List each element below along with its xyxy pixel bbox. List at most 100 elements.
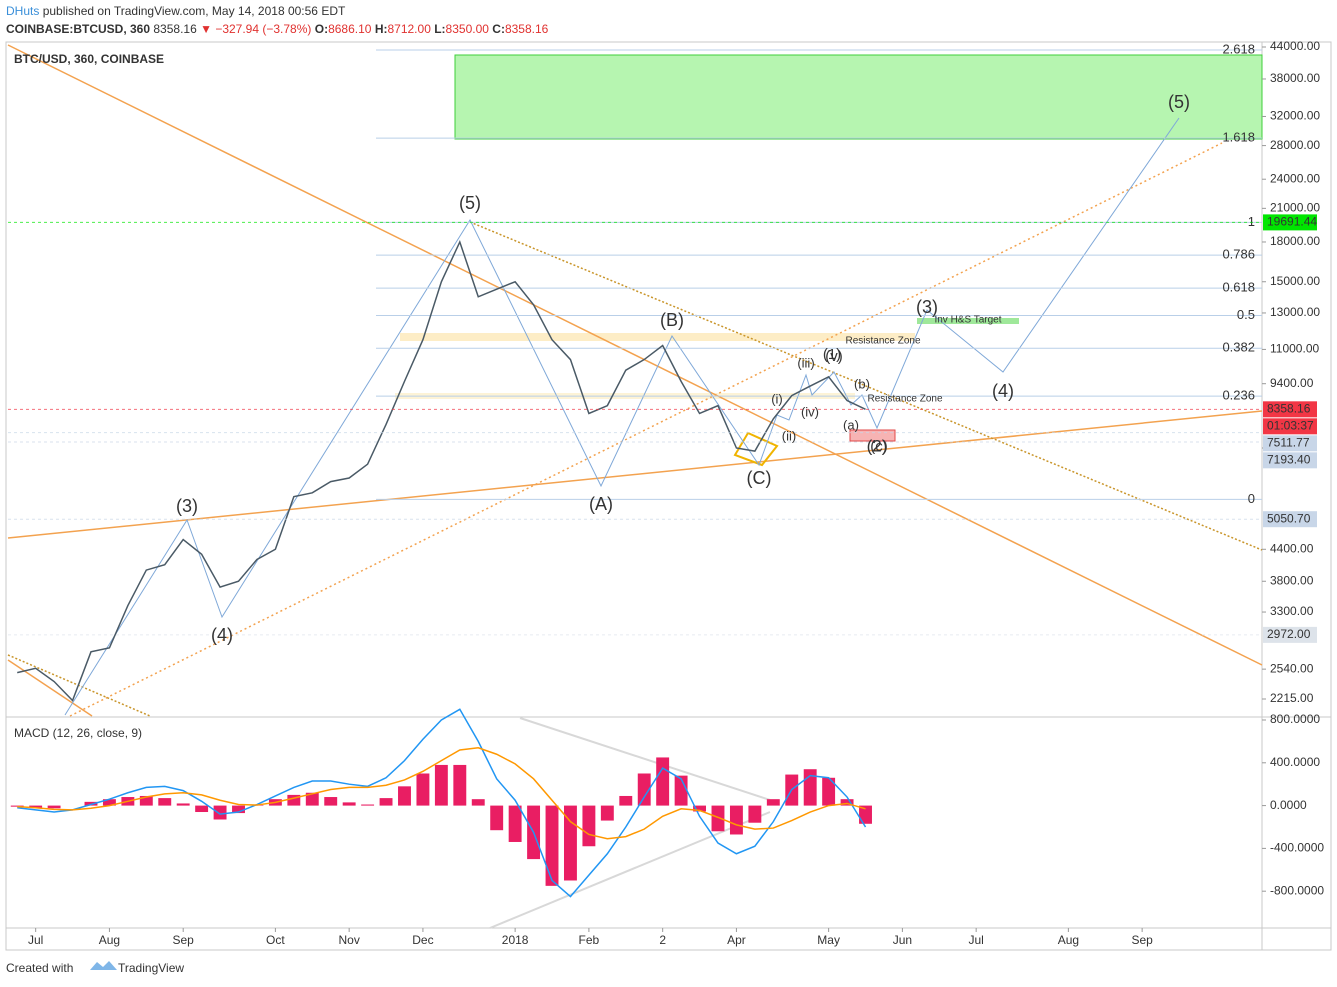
y-tick-label: 11000.00	[1270, 342, 1319, 356]
author[interactable]: DHuts	[6, 4, 39, 18]
bar	[637, 773, 651, 806]
resistance-band	[400, 333, 915, 341]
target-zone	[454, 54, 1263, 140]
price-tag	[1263, 626, 1317, 643]
macd-triangle	[489, 811, 771, 929]
bar	[859, 805, 872, 824]
low-label: L:	[434, 22, 445, 36]
price-tag-label: 2972.00	[1267, 627, 1311, 641]
wave-label: (4)	[992, 381, 1014, 401]
bar	[398, 786, 411, 806]
macd-title: MACD (12, 26, close, 9)	[14, 726, 142, 740]
wave-label: (iv)	[801, 404, 819, 419]
close: 8358.16	[505, 22, 549, 36]
bar	[803, 769, 817, 806]
y-tick-label: 28000.00	[1270, 138, 1320, 152]
symbol: COINBASE:BTCUSD, 360	[6, 22, 150, 36]
footer-created: Created with	[6, 961, 73, 975]
y-tick-label: 15000.00	[1270, 274, 1320, 288]
y-tick-label: 38000.00	[1270, 71, 1320, 85]
price-tag	[1263, 435, 1317, 452]
fib-label: 2.618	[1222, 41, 1255, 56]
wave-label: (5)	[459, 193, 481, 213]
wave-label: (ii)	[782, 428, 796, 443]
bar	[711, 805, 725, 832]
price-tag-label: 5050.70	[1267, 511, 1311, 525]
x-tick-label: Jul	[28, 933, 43, 947]
fib-label: 0.618	[1222, 280, 1255, 295]
bar	[305, 792, 319, 806]
wave-label: (B)	[660, 310, 684, 330]
wave-path	[64, 117, 1180, 716]
trendline	[7, 659, 93, 717]
macd-triangle	[519, 717, 771, 801]
bar	[600, 805, 614, 821]
x-tick-label: Aug	[99, 933, 120, 947]
series-line	[17, 708, 867, 898]
x-tick-label: Apr	[727, 933, 746, 947]
bar	[453, 764, 467, 806]
price-tag	[1263, 511, 1317, 528]
price-tag-label: 8358.16	[1267, 401, 1311, 415]
bar	[582, 805, 596, 847]
symbol-line: COINBASE:BTCUSD, 360 8358.16 ▼ −327.94 (…	[6, 22, 549, 36]
bar	[195, 805, 209, 813]
x-tick-label: Jul	[968, 933, 983, 947]
wave-label: (3)	[176, 496, 198, 516]
wave-label: (3)	[916, 297, 938, 317]
y-tick-label: 13000.00	[1270, 305, 1320, 319]
bar	[766, 799, 780, 806]
wave-label: (iii)	[797, 355, 814, 370]
bar	[379, 798, 393, 806]
x-tick-label: Sep	[1131, 933, 1153, 947]
wave-label: (4)	[211, 625, 233, 645]
y-tick-label: 24000.00	[1270, 171, 1320, 185]
bar	[508, 805, 522, 842]
bar	[29, 805, 43, 808]
change: ▼ −327.94 (−3.78%)	[200, 22, 311, 36]
footer-brand[interactable]: TradingView	[118, 961, 184, 975]
last: 8358.16	[153, 22, 197, 36]
countdown-tag	[1263, 418, 1317, 435]
y-tick-label: 44000.00	[1270, 39, 1320, 53]
bar	[102, 799, 116, 806]
chart-title: BTC/USD, 360, COINBASE	[14, 52, 164, 66]
fib-label: 1	[1248, 214, 1255, 229]
bar	[213, 805, 227, 820]
bar	[434, 764, 448, 806]
wave-label: (v)	[825, 348, 843, 365]
low: 8350.00	[446, 22, 490, 36]
price-tag	[1263, 452, 1317, 469]
bar	[840, 799, 854, 806]
y-tick-label: 400.0000	[1270, 755, 1320, 769]
wave-label: (b)	[854, 376, 870, 391]
wave-label: (C)	[747, 468, 772, 488]
target-band	[917, 318, 1019, 324]
y-tick-label: 9400.00	[1270, 376, 1314, 390]
bar	[490, 805, 504, 831]
y-tick-label: 0.0000	[1270, 798, 1307, 812]
logo	[90, 961, 117, 970]
price-tag-label: 7193.40	[1267, 452, 1311, 466]
x-tick-label: Nov	[338, 933, 359, 947]
price-tag	[1263, 401, 1317, 418]
x-tick-label: Jun	[893, 933, 912, 947]
x-tick-label: 2	[659, 933, 666, 947]
series-line	[17, 747, 866, 840]
bar	[619, 795, 633, 806]
wave-label: (1)	[823, 346, 841, 363]
wave-label: (A)	[589, 494, 613, 514]
y-tick-label: 800.0000	[1270, 712, 1320, 726]
bar	[361, 804, 375, 806]
bar	[693, 805, 706, 812]
open: 8686.10	[328, 22, 372, 36]
x-tick-label: Dec	[412, 933, 433, 947]
bar	[232, 805, 245, 814]
pattern-box	[733, 431, 779, 467]
close-label: C:	[492, 22, 505, 36]
wave-label: Resistance Zone	[845, 336, 920, 347]
bar	[158, 798, 172, 806]
wave-label: (2)	[867, 436, 888, 455]
